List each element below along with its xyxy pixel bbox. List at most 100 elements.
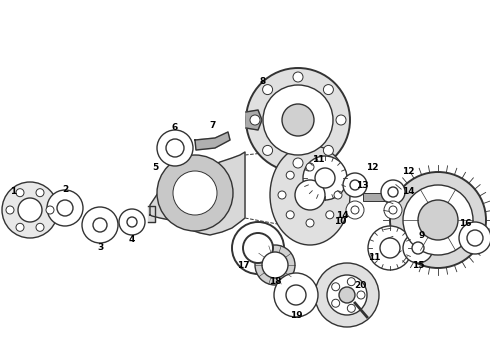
Circle shape	[274, 273, 318, 317]
Circle shape	[127, 217, 137, 227]
Circle shape	[262, 252, 288, 278]
Circle shape	[232, 222, 284, 274]
Circle shape	[303, 156, 347, 200]
Circle shape	[36, 223, 44, 231]
Text: 18: 18	[269, 278, 281, 287]
Circle shape	[346, 201, 364, 219]
Text: 20: 20	[354, 280, 366, 289]
Text: 19: 19	[290, 310, 302, 320]
Circle shape	[323, 85, 333, 95]
Circle shape	[246, 68, 350, 172]
Circle shape	[327, 275, 367, 315]
Circle shape	[343, 173, 367, 197]
Circle shape	[295, 180, 325, 210]
Circle shape	[347, 278, 355, 286]
Circle shape	[282, 104, 314, 136]
Text: 15: 15	[412, 261, 424, 270]
Circle shape	[46, 206, 54, 214]
Circle shape	[6, 206, 14, 214]
Circle shape	[255, 245, 295, 285]
Circle shape	[263, 85, 333, 155]
Circle shape	[293, 72, 303, 82]
Circle shape	[306, 219, 314, 227]
Circle shape	[82, 207, 118, 243]
Circle shape	[347, 304, 355, 312]
Circle shape	[119, 209, 145, 235]
Ellipse shape	[270, 145, 350, 245]
Circle shape	[16, 223, 24, 231]
Circle shape	[339, 287, 355, 303]
Circle shape	[332, 283, 340, 291]
Text: 12: 12	[402, 167, 414, 176]
Circle shape	[2, 182, 58, 238]
Text: 13: 13	[356, 180, 368, 189]
Circle shape	[357, 291, 365, 299]
Text: 14: 14	[402, 188, 415, 197]
Circle shape	[306, 163, 314, 171]
Circle shape	[403, 233, 433, 263]
Circle shape	[286, 285, 306, 305]
Text: 8: 8	[260, 77, 266, 86]
Circle shape	[157, 130, 193, 166]
Circle shape	[243, 233, 273, 263]
Circle shape	[334, 191, 342, 199]
Circle shape	[166, 139, 184, 157]
Text: 6: 6	[172, 123, 178, 132]
Circle shape	[36, 189, 44, 197]
Circle shape	[332, 299, 340, 307]
Circle shape	[384, 201, 402, 219]
Circle shape	[418, 200, 458, 240]
Polygon shape	[195, 132, 230, 150]
Text: 17: 17	[237, 261, 249, 270]
Circle shape	[157, 155, 233, 231]
Circle shape	[315, 168, 335, 188]
Circle shape	[16, 189, 24, 197]
Polygon shape	[148, 206, 155, 222]
Text: 14: 14	[336, 211, 348, 220]
Circle shape	[381, 180, 405, 204]
Polygon shape	[246, 110, 262, 130]
Text: 10: 10	[334, 217, 346, 226]
Circle shape	[286, 171, 294, 179]
Circle shape	[388, 187, 398, 197]
Text: 9: 9	[419, 230, 425, 239]
Circle shape	[403, 185, 473, 255]
Circle shape	[350, 180, 360, 190]
Circle shape	[278, 191, 286, 199]
Circle shape	[93, 218, 107, 232]
Polygon shape	[150, 152, 245, 235]
Circle shape	[250, 115, 260, 125]
Circle shape	[18, 198, 42, 222]
Circle shape	[173, 171, 217, 215]
Circle shape	[351, 206, 359, 214]
Circle shape	[389, 206, 397, 214]
Text: 16: 16	[459, 219, 471, 228]
Text: 11: 11	[368, 253, 380, 262]
Circle shape	[263, 145, 272, 156]
Text: 3: 3	[97, 243, 103, 252]
Circle shape	[47, 190, 83, 226]
Text: 7: 7	[210, 121, 216, 130]
Circle shape	[315, 263, 379, 327]
Circle shape	[263, 85, 272, 95]
Text: 4: 4	[129, 235, 135, 244]
Circle shape	[368, 226, 412, 270]
Text: 11: 11	[312, 156, 324, 165]
Circle shape	[293, 158, 303, 168]
Circle shape	[390, 172, 486, 268]
Circle shape	[412, 242, 424, 254]
Circle shape	[326, 171, 334, 179]
Circle shape	[467, 230, 483, 246]
Text: 1: 1	[10, 188, 16, 197]
Text: 2: 2	[62, 185, 68, 194]
Bar	[363, 193, 391, 201]
Circle shape	[323, 145, 333, 156]
Circle shape	[57, 200, 73, 216]
Circle shape	[326, 211, 334, 219]
Circle shape	[286, 211, 294, 219]
Text: 5: 5	[152, 163, 158, 172]
Circle shape	[459, 222, 490, 254]
Circle shape	[336, 115, 346, 125]
Circle shape	[380, 238, 400, 258]
Text: 12: 12	[366, 163, 378, 172]
